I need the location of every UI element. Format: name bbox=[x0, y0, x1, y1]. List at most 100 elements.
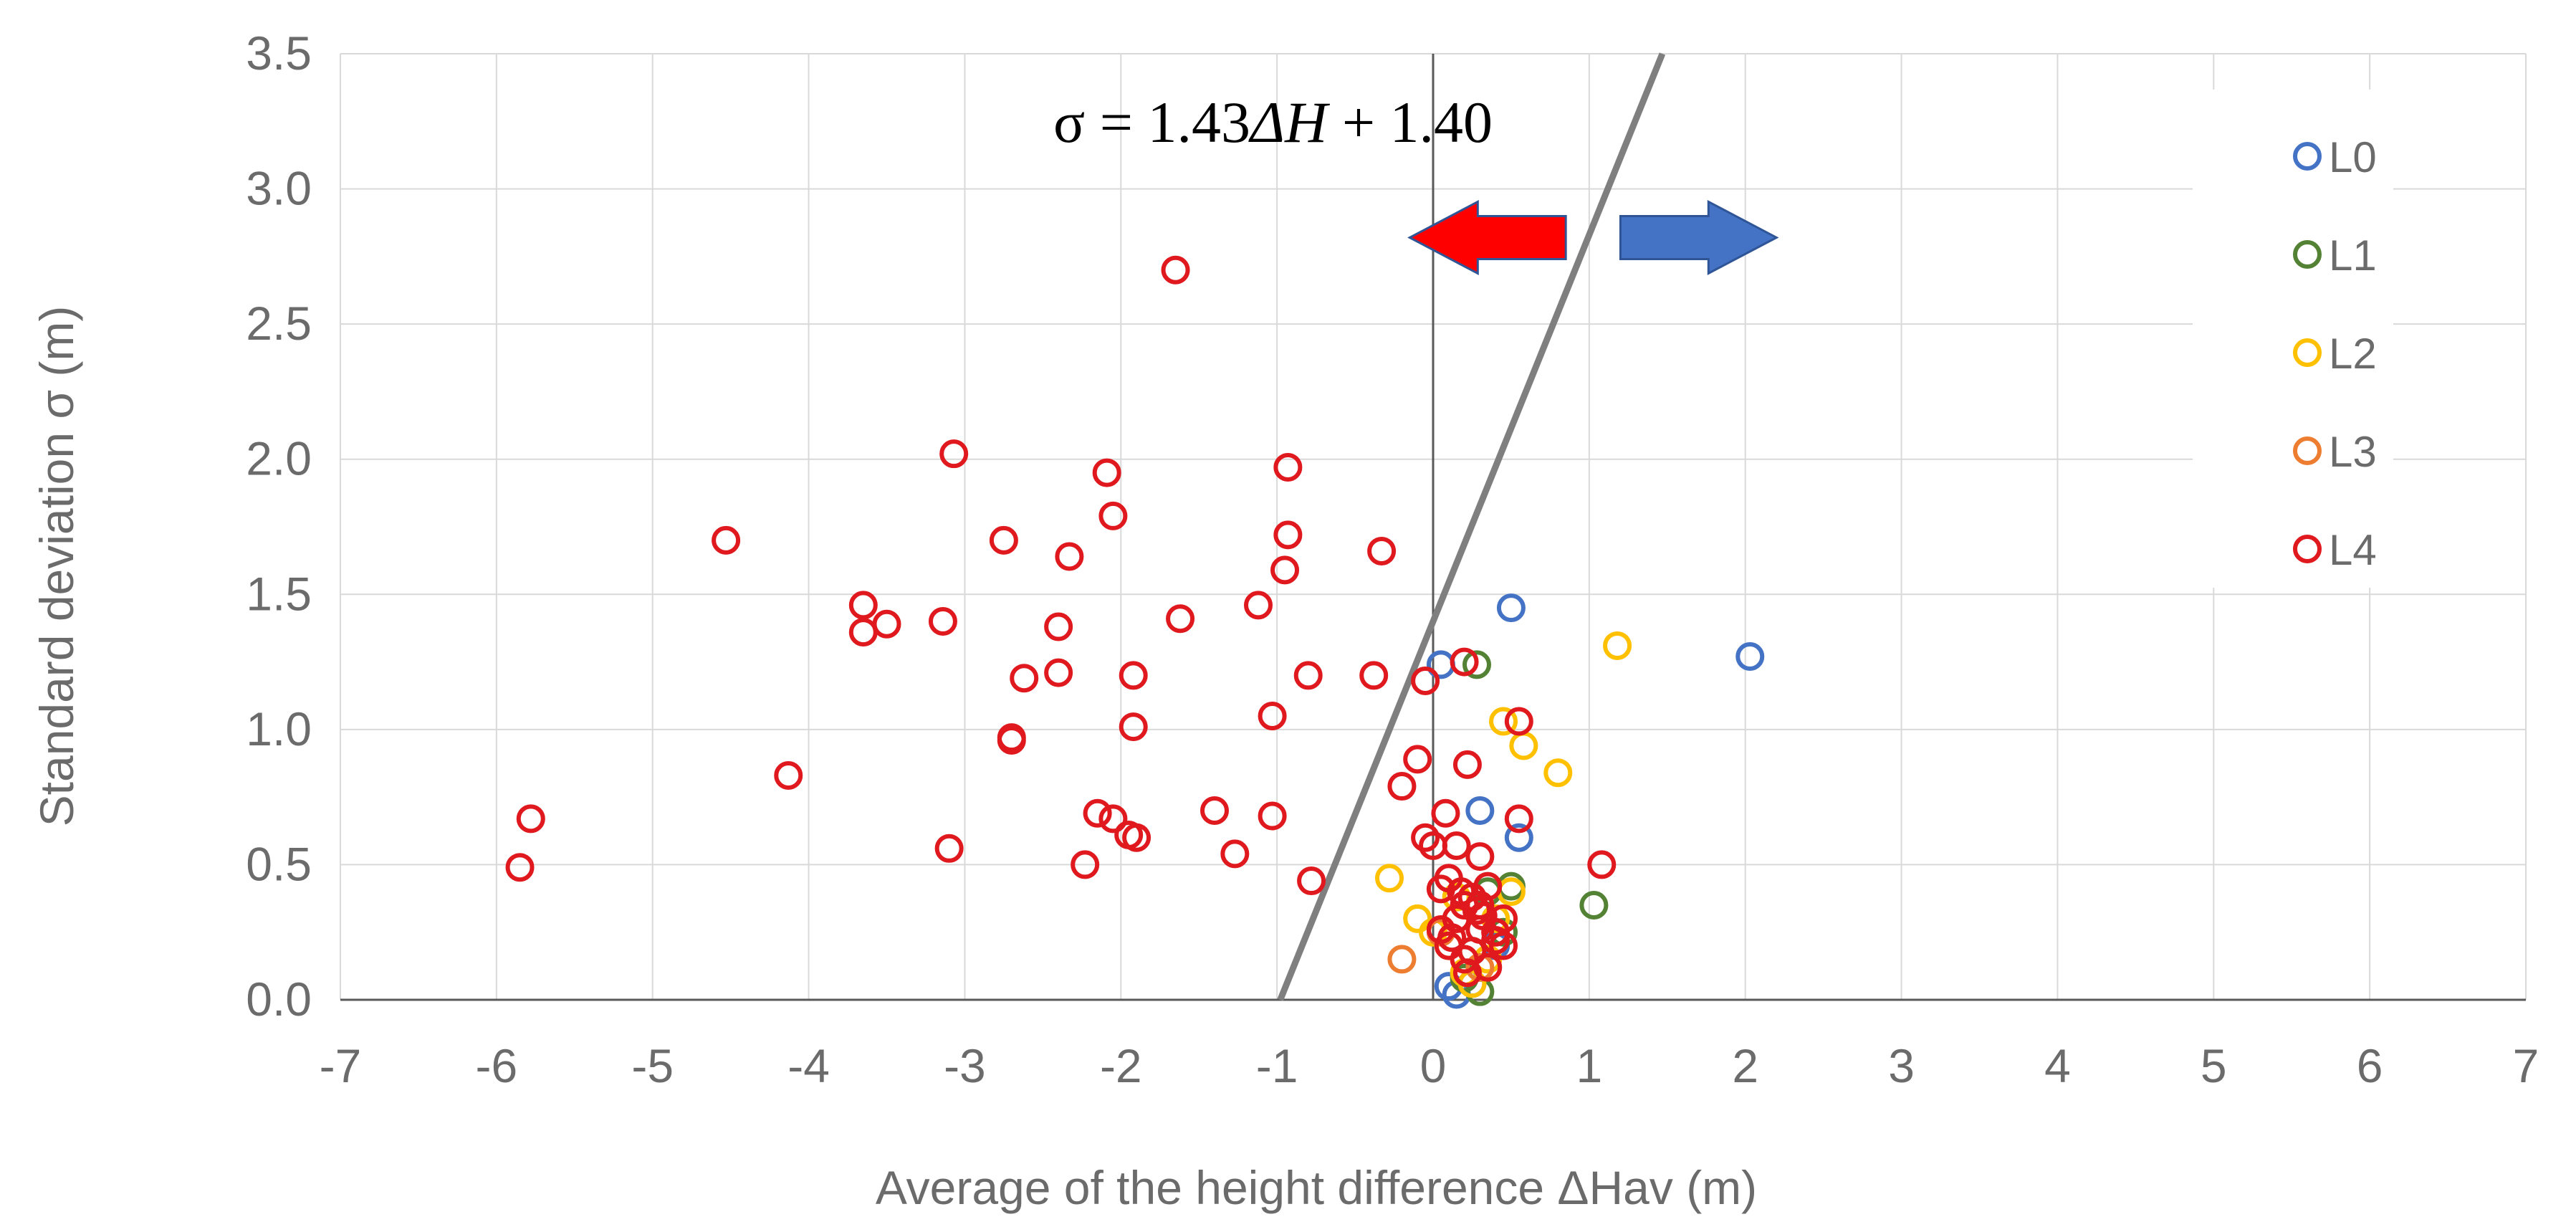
point-l4 bbox=[1587, 850, 1617, 879]
point-l4 bbox=[1119, 661, 1148, 690]
point-l2 bbox=[1509, 731, 1538, 760]
y-tick-label: 2.5 bbox=[246, 297, 312, 350]
regression-equation: σ = 1.43ΔH + 1.40 bbox=[1053, 90, 1493, 155]
y-tick-label: 1.5 bbox=[246, 567, 312, 620]
x-tick-label: 1 bbox=[1576, 1039, 1602, 1092]
point-l4 bbox=[1473, 952, 1503, 982]
point-l4 bbox=[1092, 458, 1121, 487]
point-l2 bbox=[1543, 758, 1573, 788]
x-tick-label: -3 bbox=[944, 1039, 986, 1092]
legend-marker-l3 bbox=[2293, 436, 2322, 465]
point-l4 bbox=[872, 609, 901, 639]
point-l4 bbox=[1442, 831, 1471, 861]
point-l4 bbox=[1481, 917, 1510, 947]
point-l2 bbox=[1403, 904, 1432, 933]
y-tick-label: 0.5 bbox=[246, 837, 312, 890]
point-l4 bbox=[1098, 501, 1128, 530]
x-tick-label: 7 bbox=[2513, 1039, 2539, 1092]
point-l4 bbox=[928, 607, 957, 636]
axes bbox=[340, 54, 2526, 1001]
point-l4 bbox=[505, 853, 535, 882]
point-l4 bbox=[1200, 796, 1229, 825]
point-l4 bbox=[1411, 666, 1440, 695]
point-l4 bbox=[848, 618, 878, 647]
point-l4 bbox=[1273, 453, 1303, 482]
legend: L0 L1 L2 L3 L4 bbox=[2193, 90, 2393, 588]
point-l4 bbox=[1270, 555, 1300, 585]
point-l4 bbox=[1273, 520, 1303, 550]
point-l4 bbox=[1403, 745, 1432, 774]
point-l4 bbox=[1166, 604, 1195, 634]
x-tick-label: 3 bbox=[1888, 1039, 1915, 1092]
point-l1 bbox=[1462, 650, 1491, 679]
point-l4 bbox=[1447, 877, 1476, 907]
y-tick-label: 0.0 bbox=[246, 973, 312, 1026]
point-l4 bbox=[997, 725, 1026, 755]
point-l4 bbox=[848, 591, 878, 620]
equation-variable: ΔH bbox=[1248, 90, 1330, 155]
legend-items: L0 L1 L2 L3 L4 bbox=[2293, 133, 2377, 574]
direction-arrows bbox=[1407, 199, 1779, 275]
point-l4 bbox=[1452, 750, 1482, 779]
x-tick-label: -6 bbox=[476, 1039, 518, 1092]
point-l0 bbox=[1504, 823, 1533, 852]
point-l4 bbox=[1044, 658, 1073, 687]
legend-marker-l2 bbox=[2293, 338, 2322, 367]
arrow-right-icon bbox=[1619, 199, 1779, 275]
tick-labels: -7 -6 -5 -4 -3 -2 -1 0 1 2 3 4 5 6 7 0.0 0.5 1.0 1.5 2.0 2.5… bbox=[246, 27, 2539, 1092]
point-l4 bbox=[1426, 874, 1455, 904]
point-l2 bbox=[1375, 864, 1404, 893]
point-l0 bbox=[1735, 642, 1765, 672]
regression-line-group bbox=[1277, 52, 1666, 1001]
legend-label-l1: L1 bbox=[2329, 231, 2377, 280]
point-l4 bbox=[1297, 866, 1326, 896]
legend-label-l4: L4 bbox=[2329, 526, 2377, 574]
y-axis-title: Standard deviation σ (m) bbox=[30, 306, 83, 827]
point-l4 bbox=[989, 525, 1018, 555]
x-tick-label: 2 bbox=[1732, 1039, 1758, 1092]
point-l4 bbox=[712, 525, 741, 555]
point-l4 bbox=[1220, 839, 1250, 869]
legend-marker-l1 bbox=[2293, 240, 2322, 269]
point-l4 bbox=[1411, 823, 1440, 852]
point-l4 bbox=[1293, 661, 1323, 690]
point-l4 bbox=[1367, 536, 1397, 565]
x-tick-label: -4 bbox=[787, 1039, 830, 1092]
y-tick-label: 3.0 bbox=[246, 162, 312, 215]
point-l4 bbox=[1083, 798, 1112, 828]
point-l2 bbox=[1489, 707, 1518, 736]
point-l4 bbox=[1465, 842, 1495, 872]
point-l4 bbox=[1450, 647, 1479, 677]
point-l4 bbox=[1504, 804, 1533, 834]
point-l0 bbox=[1465, 796, 1495, 825]
point-l4 bbox=[1122, 823, 1151, 852]
x-tick-label: 6 bbox=[2357, 1039, 2383, 1092]
point-l4 bbox=[1258, 801, 1287, 831]
legend-label-l2: L2 bbox=[2329, 330, 2377, 378]
legend-label-l0: L0 bbox=[2329, 133, 2377, 181]
point-l2 bbox=[1603, 631, 1632, 660]
legend-label-l3: L3 bbox=[2329, 428, 2377, 476]
x-tick-label: -2 bbox=[1100, 1039, 1142, 1092]
x-tick-label: 5 bbox=[2201, 1039, 2227, 1092]
point-l4 bbox=[1244, 591, 1273, 620]
point-l4 bbox=[1387, 772, 1417, 801]
point-l4 bbox=[774, 760, 803, 790]
point-l4 bbox=[1010, 664, 1039, 693]
equation-prefix: σ = 1.43 bbox=[1053, 90, 1250, 155]
legend-marker-l4 bbox=[2293, 535, 2322, 563]
point-l4 bbox=[1119, 712, 1148, 742]
point-l3 bbox=[1387, 945, 1417, 974]
point-l4 bbox=[1258, 702, 1287, 730]
point-l4 bbox=[1098, 804, 1128, 834]
x-tick-label: -7 bbox=[320, 1039, 362, 1092]
x-tick-label: 4 bbox=[2044, 1039, 2071, 1092]
x-tick-label: 0 bbox=[1420, 1039, 1447, 1092]
legend-background bbox=[2193, 90, 2393, 588]
point-l4 bbox=[1437, 923, 1467, 952]
regression-line bbox=[1277, 52, 1666, 1001]
point-l4 bbox=[1359, 661, 1389, 690]
x-tick-label: -5 bbox=[631, 1039, 674, 1092]
